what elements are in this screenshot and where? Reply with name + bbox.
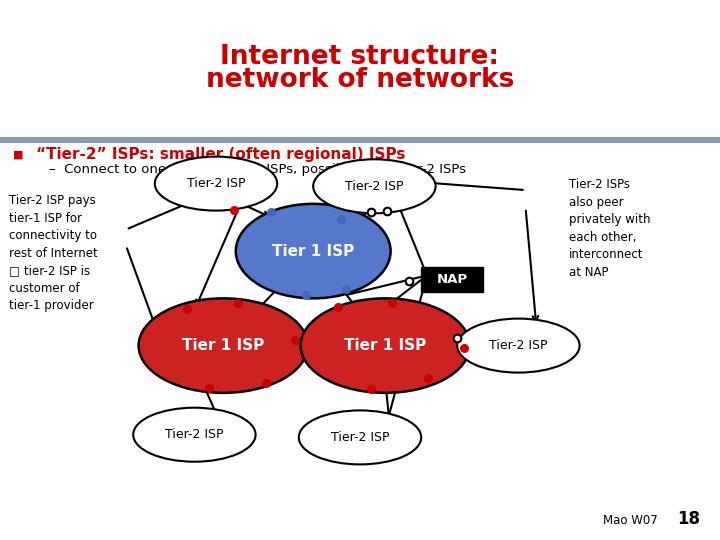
Ellipse shape — [133, 408, 256, 462]
Ellipse shape — [301, 298, 470, 393]
Text: Tier-2 ISP: Tier-2 ISP — [165, 428, 224, 441]
Ellipse shape — [457, 319, 580, 373]
Ellipse shape — [236, 204, 391, 298]
Text: Tier-2 ISP pays
tier-1 ISP for
connectivity to
rest of Internet
□ tier-2 ISP is
: Tier-2 ISP pays tier-1 ISP for connectiv… — [9, 194, 98, 313]
FancyBboxPatch shape — [421, 267, 483, 292]
Ellipse shape — [299, 410, 421, 464]
Text: Tier-2 ISP: Tier-2 ISP — [330, 431, 390, 444]
Text: Tier 1 ISP: Tier 1 ISP — [272, 244, 354, 259]
Ellipse shape — [138, 298, 307, 393]
Text: ■: ■ — [13, 150, 24, 160]
Text: NAP: NAP — [436, 273, 468, 286]
Text: –  Connect to one or more tier-1 ISPs, possibly other tier-2 ISPs: – Connect to one or more tier-1 ISPs, po… — [49, 163, 466, 176]
Text: 18: 18 — [677, 510, 700, 528]
Text: Tier-2 ISP: Tier-2 ISP — [489, 339, 548, 352]
Text: “Tier-2” ISPs: smaller (often regional) ISPs: “Tier-2” ISPs: smaller (often regional) … — [36, 147, 405, 163]
Text: network of networks: network of networks — [206, 67, 514, 93]
Bar — [0, 137, 720, 143]
Text: Internet structure:: Internet structure: — [220, 44, 500, 70]
Text: Tier 1 ISP: Tier 1 ISP — [344, 338, 426, 353]
Text: Tier-2 ISPs
also peer
privately with
each other,
interconnect
at NAP: Tier-2 ISPs also peer privately with eac… — [569, 178, 650, 279]
Ellipse shape — [313, 159, 436, 213]
Text: Tier 1 ISP: Tier 1 ISP — [182, 338, 264, 353]
Text: Mao W07: Mao W07 — [603, 514, 658, 526]
Text: Tier-2 ISP: Tier-2 ISP — [186, 177, 246, 190]
Text: Tier-2 ISP: Tier-2 ISP — [345, 180, 404, 193]
Ellipse shape — [155, 157, 277, 211]
